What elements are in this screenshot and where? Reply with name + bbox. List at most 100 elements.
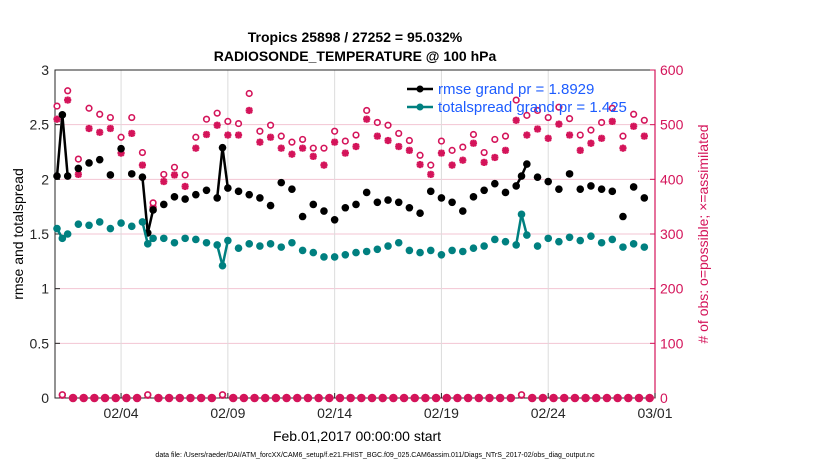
possible-marker: [299, 135, 307, 144]
asterisk-stroke: [288, 150, 296, 158]
possible-marker: [448, 146, 456, 154]
possible-marker: [309, 144, 317, 152]
possible-marker: [357, 393, 366, 403]
possible-marker: [549, 393, 558, 403]
possible-marker: [608, 104, 616, 112]
assimilated-marker: [469, 139, 478, 147]
chart-title: Tropics 25898 / 27252 = 95.032%: [248, 29, 463, 45]
spread-point: [288, 238, 296, 247]
assimilated-marker: [427, 170, 435, 179]
assimilated-marker: [224, 131, 232, 139]
rmse-point: [426, 187, 435, 196]
possible-marker: [234, 119, 243, 128]
spread-point: [512, 241, 520, 249]
possible-marker: [175, 393, 185, 403]
spread-point: [384, 242, 392, 250]
asterisk-stroke: [363, 115, 371, 123]
rmse-point: [619, 212, 627, 221]
asterisk-stroke: [566, 131, 574, 139]
rmse-point: [416, 209, 424, 218]
y-tick-label: 1.5: [30, 226, 50, 242]
asterisk-stroke: [96, 128, 104, 136]
assimilated-marker: [405, 146, 413, 154]
possible-marker: [491, 135, 499, 144]
possible-marker: [363, 106, 371, 115]
asterisk-stroke: [608, 117, 616, 125]
spread-point: [245, 240, 254, 248]
possible-marker: [538, 393, 548, 403]
possible-marker: [271, 393, 281, 403]
assimilated-marker: [576, 146, 584, 154]
spread-point: [213, 241, 221, 249]
assimilated-marker: [544, 134, 552, 142]
possible-marker: [266, 121, 275, 129]
rmse-point: [517, 172, 526, 180]
possible-marker: [459, 143, 467, 151]
asterisk-stroke: [502, 146, 509, 154]
asterisk-stroke: [160, 178, 168, 185]
right-y-tick-label: 600: [660, 62, 684, 78]
rmse-point: [149, 206, 157, 214]
assimilated-marker: [170, 171, 179, 179]
asterisk-stroke: [491, 153, 499, 161]
spread-point: [224, 236, 232, 245]
asterisk-stroke: [74, 170, 82, 178]
asterisk-stroke: [373, 132, 381, 140]
possible-marker: [196, 393, 206, 403]
possible-marker: [170, 163, 179, 171]
possible-marker: [202, 115, 211, 123]
asterisk-stroke: [267, 133, 275, 141]
asterisk-stroke: [299, 144, 307, 152]
assimilated-marker: [288, 150, 296, 158]
assimilated-marker: [640, 132, 648, 140]
possible-marker: [138, 148, 147, 157]
spread-point: [544, 234, 553, 243]
assimilated-marker: [160, 177, 168, 186]
assimilated-marker: [352, 142, 360, 151]
legend-item-totalspread: totalspread grand pr = 1.425: [407, 99, 627, 116]
spread-point: [565, 233, 574, 242]
assimilated-marker: [64, 96, 72, 104]
possible-marker: [207, 393, 217, 403]
y-tick-label: 2.5: [30, 117, 50, 133]
asterisk-stroke: [459, 156, 467, 164]
asterisk-stroke: [448, 161, 456, 169]
spread-point: [181, 234, 189, 243]
asterisk-stroke: [395, 143, 403, 151]
possible-marker: [144, 391, 152, 399]
possible-marker: [613, 393, 622, 403]
asterisk-stroke: [181, 182, 189, 190]
assimilated-marker: [630, 122, 638, 130]
spread-point: [608, 235, 617, 244]
spread-point: [555, 237, 563, 246]
possible-marker: [570, 393, 580, 403]
rmse-line-segment: [61, 114, 69, 177]
possible-marker: [160, 170, 168, 179]
asterisk-stroke: [309, 152, 317, 160]
spread-point: [58, 234, 67, 243]
spread-point: [95, 218, 104, 226]
asterisk-stroke: [213, 121, 221, 129]
possible-marker: [442, 393, 452, 403]
assimilated-marker: [234, 131, 243, 139]
possible-marker: [282, 393, 291, 403]
possible-marker: [527, 393, 537, 403]
rmse-point: [448, 198, 456, 207]
spread-point: [218, 261, 227, 270]
possible-marker: [555, 103, 563, 111]
possible-marker: [624, 393, 633, 403]
rmse-point: [298, 212, 307, 221]
possible-marker: [164, 393, 174, 403]
assimilated-marker: [501, 146, 510, 154]
possible-marker: [367, 393, 377, 403]
asterisk-stroke: [512, 116, 520, 124]
rmse-point: [469, 193, 478, 201]
asterisk-stroke: [598, 134, 606, 142]
possible-marker: [485, 393, 494, 403]
asterisk-stroke: [427, 170, 435, 178]
x-tick-label: 02/04: [104, 405, 139, 421]
spread-point: [85, 221, 93, 230]
spread-point: [448, 246, 456, 255]
possible-marker: [352, 131, 360, 139]
possible-marker: [576, 131, 584, 139]
